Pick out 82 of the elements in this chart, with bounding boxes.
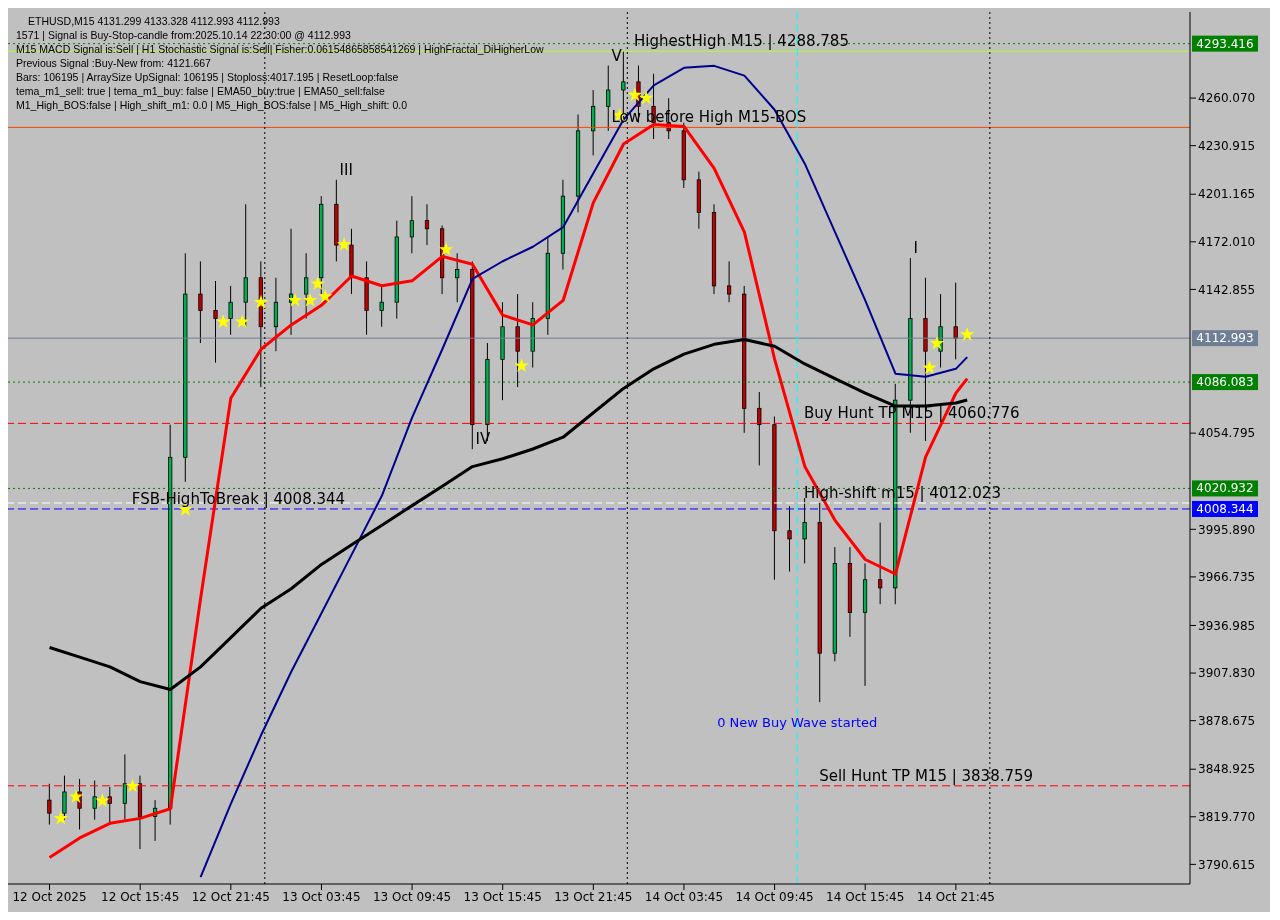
y-tick-label: 3936.985	[1198, 618, 1256, 633]
point	[627, 87, 643, 102]
x-tick-label: 14 Oct 03:45	[644, 889, 724, 904]
x-tick-label: 14 Oct 09:45	[735, 889, 814, 904]
candlestick	[304, 252, 309, 320]
x-tick-label: 12 Oct 2025	[12, 889, 87, 904]
annotation: IV	[475, 430, 491, 449]
annotation: 0 New Buy Wave started	[717, 715, 878, 731]
x-tick-label: 14 Oct 21:45	[916, 889, 995, 904]
annotation: 1571 | Signal is Buy-Stop-candle from:2025.10.14 22:30:00 @ 4112.993	[16, 28, 352, 42]
candlestick	[62, 775, 67, 821]
y-tick-label: 3848.925	[1198, 762, 1256, 777]
y-tick-label: 3790.615	[1198, 857, 1256, 872]
candlestick	[606, 65, 611, 132]
point	[234, 314, 250, 328]
ref-line-label: 4020.932	[1196, 481, 1254, 496]
chart-title: ETHUSD,M15 4131.299 4133.328 4112.993 4112.993	[27, 14, 281, 28]
candlestick	[878, 522, 883, 605]
candlestick	[213, 280, 218, 364]
annotation: tema_m1_sell: true | tema_m1_buy: false | EMA50_buy:true | EMA50_sell:false	[16, 84, 386, 98]
y-tick-label: 4260.070	[1198, 91, 1256, 106]
candlestick	[424, 203, 430, 246]
point	[318, 288, 333, 303]
annotation: M1_High_BOS:false | High_shift_m1: 0.0 | M5_High_BOS:false | M5_High_shift: 0.0	[16, 98, 409, 112]
y-tick-label: 3907.830	[1198, 666, 1256, 681]
point	[922, 360, 937, 374]
candlestick	[802, 497, 807, 564]
candlestick	[409, 195, 414, 254]
point	[216, 314, 231, 328]
x-tick-label: 13 Oct 15:45	[463, 889, 542, 904]
candlestick	[455, 252, 460, 303]
point	[310, 276, 325, 290]
ref-line-label: 4293.416	[1196, 36, 1254, 51]
point	[53, 810, 69, 825]
candlestick	[787, 505, 792, 573]
x-tick-label: 13 Oct 21:45	[554, 889, 633, 904]
y-tick-label: 3966.735	[1198, 570, 1256, 585]
y-tick-label: 4230.915	[1198, 138, 1256, 153]
x-tick-label: 12 Oct 15:45	[101, 889, 180, 904]
point	[639, 90, 654, 105]
candlestick	[228, 285, 233, 336]
point	[125, 778, 140, 793]
candlestick	[47, 783, 52, 826]
y-tick-label: 3819.770	[1198, 810, 1256, 825]
annotation: V	[611, 46, 623, 65]
x-tick-label: 13 Oct 03:45	[282, 889, 361, 904]
y-tick-label: 4142.855	[1198, 282, 1256, 297]
candlestick	[757, 391, 762, 466]
annotation: Bars: 106195 | ArraySize UpSignal: 106195 | Stoploss:4017.195 | ResetLoop:false	[16, 70, 400, 84]
ref-line-label: 4086.083	[1196, 375, 1254, 390]
annotation: III	[339, 160, 353, 179]
point	[336, 237, 352, 251]
candlestick	[122, 753, 127, 821]
ref-line-label: 4112.993	[1196, 331, 1254, 346]
candlestick	[379, 285, 384, 328]
candlestick	[953, 282, 958, 360]
point	[287, 292, 303, 307]
candlestick	[92, 780, 97, 821]
point	[960, 327, 975, 341]
x-tick-label: 12 Oct 21:45	[191, 889, 270, 904]
annotation: M15 MACD Signal is:Sell | H1 Stochastic Signal is:Sell| Fisher:0.06154865858541269 | HighFractal_DiHigherLow	[16, 42, 544, 56]
y-tick-label: 4054.795	[1198, 426, 1256, 441]
candlestick	[198, 260, 203, 344]
y-tick-label: 4172.010	[1198, 235, 1256, 250]
annotation: Sell Hunt TP M15 | 3838.759	[819, 766, 1034, 785]
candlestick	[727, 260, 732, 303]
point	[302, 292, 318, 307]
y-tick-label: 3995.890	[1198, 522, 1256, 537]
annotation: HighestHigh M15 | 4288.785	[634, 32, 849, 51]
point	[929, 335, 945, 350]
annotation: Previous Signal :Buy-New from: 4121.667	[16, 56, 212, 70]
point	[95, 793, 110, 808]
point	[253, 294, 269, 309]
y-tick-label: 3878.675	[1198, 713, 1256, 728]
ref-line-label: 4008.344	[1196, 501, 1254, 516]
x-tick-label: 14 Oct 15:45	[826, 889, 905, 904]
y-tick-label: 4201.165	[1198, 187, 1256, 202]
point	[514, 358, 529, 372]
point	[68, 789, 84, 803]
x-tick-label: 13 Oct 09:45	[372, 889, 452, 904]
annotation: I	[913, 239, 918, 258]
point	[438, 241, 454, 256]
